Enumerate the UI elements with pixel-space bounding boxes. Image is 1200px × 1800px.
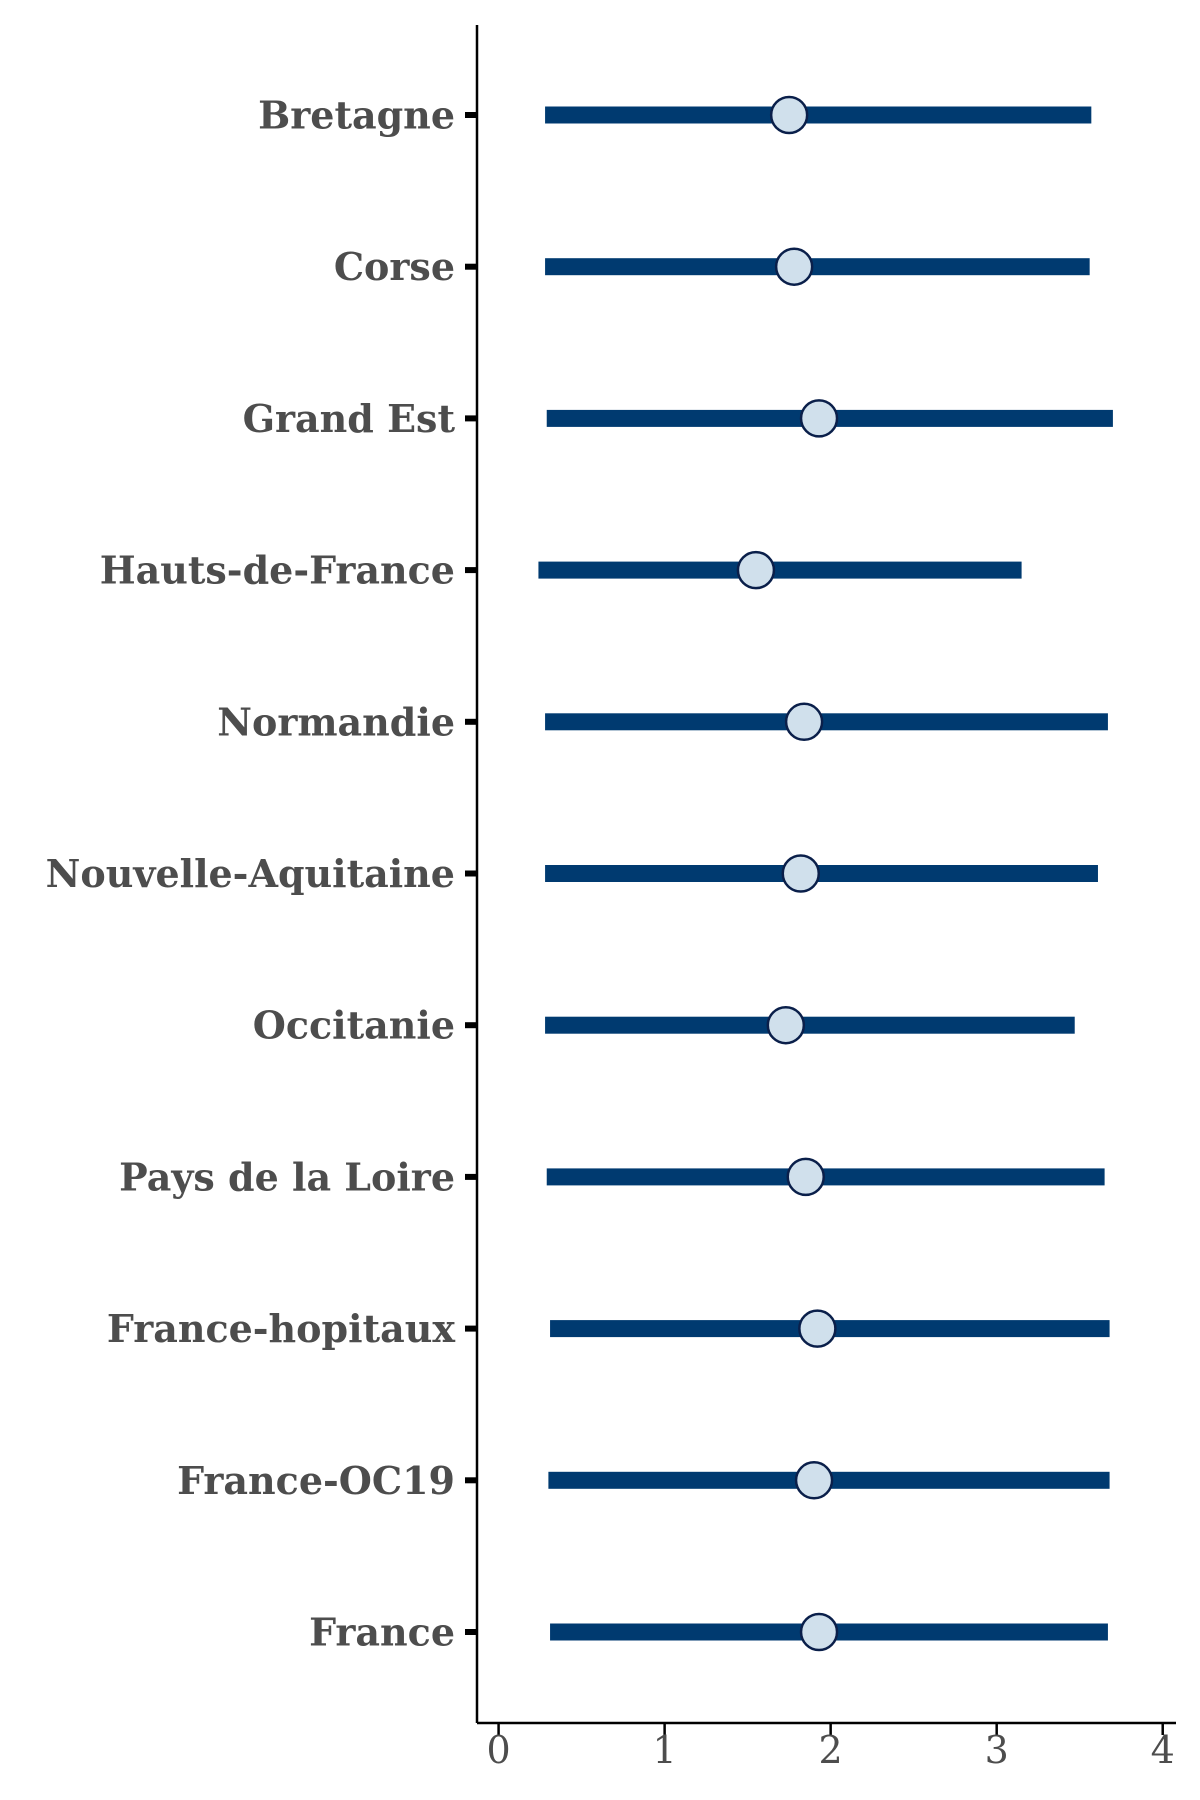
point-estimate xyxy=(786,1157,825,1197)
interval-bar xyxy=(546,1168,1105,1186)
category-label: Normandie xyxy=(217,699,455,744)
point-estimate xyxy=(784,702,824,742)
point-estimate xyxy=(769,95,809,135)
x-tick-label: 2 xyxy=(819,1728,843,1772)
interval-bar xyxy=(545,258,1090,276)
x-tick-label: 3 xyxy=(985,1728,1009,1772)
category-label: Occitanie xyxy=(253,1003,455,1048)
category-label: Corse xyxy=(334,244,455,289)
point-estimate xyxy=(799,399,839,438)
interval-bar xyxy=(545,1016,1075,1034)
x-axis: 0 1 2 3 4 xyxy=(477,1721,1176,1772)
point-estimate xyxy=(794,1461,834,1500)
point-estimate xyxy=(799,1612,839,1652)
y-axis: Bretagne Corse Grand Est Hauts-de-France Nor… xyxy=(46,25,479,1723)
interval-bar xyxy=(538,561,1022,579)
point-estimate xyxy=(774,247,814,286)
point-estimate xyxy=(798,1309,837,1348)
category-label: France xyxy=(309,1610,455,1655)
x-tick-label: 1 xyxy=(653,1728,677,1772)
point-estimate xyxy=(766,1005,806,1045)
category-label: Pays de la Loire xyxy=(119,1154,455,1199)
category-label: Nouvelle-Aquitaine xyxy=(46,851,455,896)
category-label: France-OC19 xyxy=(177,1458,455,1503)
category-label: France-hopitaux xyxy=(107,1306,455,1351)
intervals-layer xyxy=(538,106,1113,1641)
points-layer xyxy=(736,95,839,1652)
category-label: Grand Est xyxy=(243,396,456,441)
x-tick-label: 4 xyxy=(1151,1728,1175,1772)
interval-bar xyxy=(545,106,1092,124)
interval-bar xyxy=(545,865,1098,882)
point-estimate xyxy=(781,854,821,893)
category-label: Hauts-de-France xyxy=(100,548,455,593)
point-estimate xyxy=(736,550,776,590)
interval-bar xyxy=(545,713,1108,731)
x-tick-label: 0 xyxy=(486,1728,510,1772)
category-label: Bretagne xyxy=(258,93,455,138)
